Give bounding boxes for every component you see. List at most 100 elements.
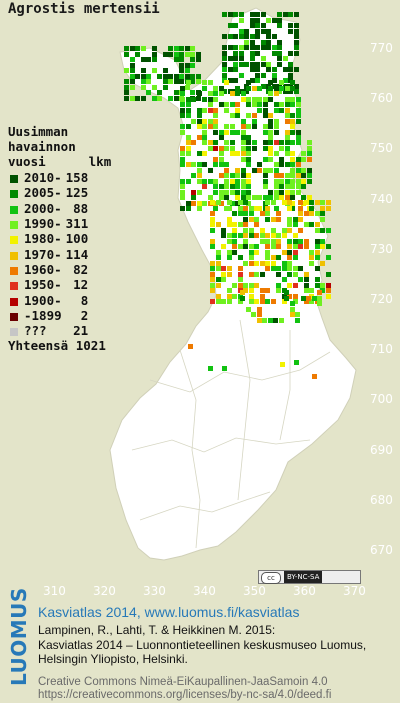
credits: Kasviatlas 2014, www.luomus.fi/kasviatla… [38, 604, 400, 703]
observation-cell [274, 91, 279, 96]
observation-cell [307, 151, 312, 156]
observation-cell [309, 261, 314, 266]
observation-cell [283, 67, 288, 72]
observation-cell [202, 80, 207, 85]
observation-cell [293, 222, 298, 227]
observation-cell [180, 124, 185, 129]
observation-cell [263, 173, 268, 178]
observation-cell [197, 168, 202, 173]
observation-cell [230, 146, 235, 151]
observation-cell [243, 200, 248, 205]
observation-cell [233, 67, 238, 72]
observation-cell [290, 162, 295, 167]
y-tick-label: 740 [370, 192, 393, 206]
observation-cell [124, 46, 129, 51]
observation-cell [320, 200, 325, 205]
observation-cell [288, 62, 293, 67]
observation-cell [197, 190, 202, 195]
observation-cell [202, 140, 207, 145]
observation-cell [301, 195, 306, 200]
observation-cell [274, 184, 279, 189]
observation-cell [268, 168, 273, 173]
observation-cell [233, 23, 238, 28]
observation-cell [257, 318, 262, 323]
citation-line: Kasviatlas 2014 – Luonnontieteellinen ke… [38, 637, 367, 652]
x-tick-label: 350 [243, 584, 266, 598]
observation-cell [191, 173, 196, 178]
observation-cell [301, 151, 306, 156]
observation-cell [232, 283, 237, 288]
observation-cell [282, 277, 287, 282]
observation-cell [265, 233, 270, 238]
observation-cell [298, 244, 303, 249]
kasviatlas-link[interactable]: Kasviatlas 2014, www.luomus.fi/kasviatla… [38, 604, 300, 620]
observation-cell [230, 190, 235, 195]
observation-cell [249, 233, 254, 238]
observation-cell [221, 266, 226, 271]
observation-cell [282, 266, 287, 271]
observation-cell [210, 261, 215, 266]
observation-cell [268, 124, 273, 129]
observation-cell [213, 130, 218, 135]
observation-cell [239, 29, 244, 34]
observation-cell [293, 244, 298, 249]
observation-cell [315, 255, 320, 260]
observation-cell [293, 272, 298, 277]
observation-cell [244, 89, 249, 94]
observation-cell [180, 206, 185, 211]
observation-cell [210, 244, 215, 249]
observation-cell [246, 80, 251, 85]
observation-cell [287, 283, 292, 288]
observation-cell [188, 344, 193, 349]
observation-cell [238, 283, 243, 288]
cc-license-badge[interactable]: cc BY-NC-SA [258, 570, 361, 584]
observation-cell [219, 162, 224, 167]
observation-cell [191, 201, 196, 206]
observation-cell [222, 67, 227, 72]
observation-cell [196, 79, 201, 84]
observation-cell [208, 140, 213, 145]
observation-cell [180, 162, 185, 167]
observation-cell [241, 168, 246, 173]
observation-cell [219, 91, 224, 96]
observation-cell [197, 119, 202, 124]
observation-cell [241, 135, 246, 140]
observation-cell [168, 74, 173, 79]
license-url[interactable]: https://creativecommons.org/licenses/by-… [38, 689, 332, 701]
observation-cell [222, 366, 227, 371]
observation-cell [296, 190, 301, 195]
observation-cell [238, 277, 243, 282]
observation-grid [124, 12, 331, 379]
observation-cell [261, 62, 266, 67]
y-tick-label: 770 [370, 41, 393, 55]
observation-cell [232, 250, 237, 255]
observation-cell [210, 217, 215, 222]
observation-cell [246, 157, 251, 162]
observation-cell [232, 228, 237, 233]
observation-cell [288, 12, 293, 17]
observation-cell [274, 190, 279, 195]
observation-cell [244, 34, 249, 39]
observation-cell [296, 135, 301, 140]
observation-cell [301, 157, 306, 162]
observation-cell [276, 211, 281, 216]
observation-cell [146, 79, 151, 84]
observation-cell [288, 67, 293, 72]
observation-cell [290, 190, 295, 195]
observation-cell [298, 239, 303, 244]
observation-cell [222, 73, 227, 78]
observation-cell [276, 244, 281, 249]
observation-cell [250, 45, 255, 50]
observation-cell [254, 250, 259, 255]
observation-cell [222, 12, 227, 17]
observation-cell [268, 151, 273, 156]
observation-cell [276, 217, 281, 222]
observation-cell [287, 255, 292, 260]
observation-cell [241, 97, 246, 102]
y-tick-label: 710 [370, 342, 393, 356]
observation-cell [246, 102, 251, 107]
observation-cell [163, 85, 168, 90]
observation-cell [224, 102, 229, 107]
observation-cell [219, 195, 224, 200]
observation-cell [255, 34, 260, 39]
